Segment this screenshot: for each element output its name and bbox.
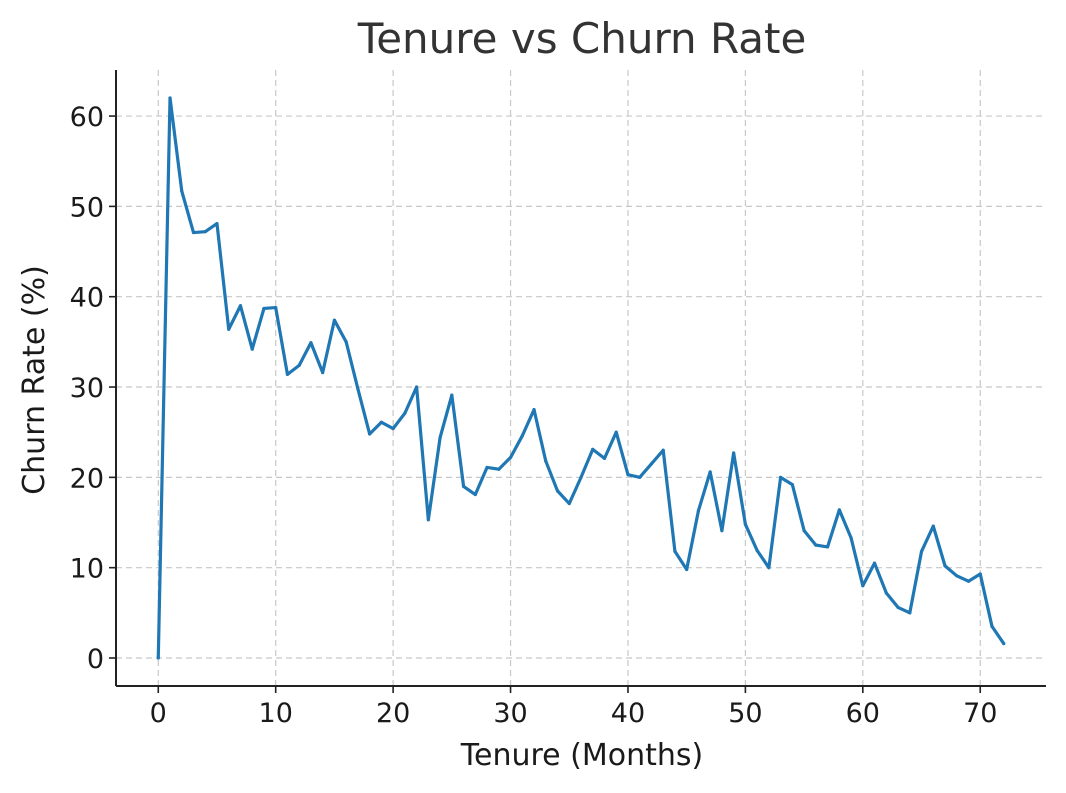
- x-tick-label-20: 20: [376, 698, 410, 729]
- data-point-40: [626, 473, 630, 477]
- data-point-68: [955, 574, 959, 578]
- data-point-6: [227, 327, 231, 331]
- data-point-51: [755, 548, 759, 553]
- data-point-65: [919, 549, 924, 554]
- data-point-57: [825, 545, 830, 549]
- data-point-45: [685, 567, 689, 572]
- data-point-42: [649, 462, 654, 466]
- data-point-52: [767, 566, 771, 570]
- data-point-0: [156, 656, 160, 660]
- data-point-13: [309, 341, 313, 345]
- data-point-12: [297, 363, 301, 367]
- data-point-56: [814, 543, 818, 547]
- data-point-9: [262, 306, 266, 311]
- data-point-54: [790, 482, 794, 487]
- y-tick-label-60: 60: [70, 102, 104, 133]
- data-point-31: [520, 434, 524, 438]
- y-tick-label-50: 50: [70, 192, 104, 223]
- y-axis-label: Churn Rate (%): [17, 265, 52, 495]
- data-point-8: [250, 347, 254, 351]
- data-point-62: [884, 591, 888, 595]
- data-point-20: [391, 426, 395, 431]
- data-point-28: [485, 465, 489, 470]
- data-point-11: [285, 372, 290, 376]
- data-point-22: [415, 385, 419, 389]
- data-point-37: [591, 447, 595, 451]
- data-point-27: [473, 492, 477, 497]
- y-tick-label-40: 40: [70, 283, 104, 314]
- y-tick-label-10: 10: [70, 554, 104, 585]
- data-point-23: [426, 518, 430, 522]
- data-point-66: [931, 524, 935, 528]
- data-point-29: [497, 467, 501, 471]
- data-point-14: [321, 370, 325, 375]
- data-point-5: [215, 221, 219, 226]
- data-point-71: [990, 624, 994, 628]
- data-point-25: [450, 393, 454, 397]
- x-axis-label: Tenure (Months): [460, 738, 703, 773]
- y-tick-label-30: 30: [70, 373, 104, 404]
- data-point-34: [555, 489, 560, 493]
- data-point-69: [966, 579, 971, 583]
- data-point-60: [861, 584, 865, 588]
- data-point-63: [896, 605, 900, 610]
- grid-lines: [116, 70, 1046, 686]
- data-point-17: [356, 387, 360, 391]
- data-point-44: [673, 549, 677, 554]
- data-point-26: [461, 484, 466, 488]
- x-tick-label-30: 30: [493, 698, 527, 729]
- y-tick-label-0: 0: [87, 644, 104, 675]
- data-point-18: [368, 432, 372, 436]
- data-point-55: [802, 529, 806, 533]
- data-point-24: [438, 436, 442, 440]
- data-point-64: [908, 611, 912, 615]
- data-point-33: [544, 459, 548, 463]
- x-tick-label-60: 60: [846, 698, 880, 729]
- data-point-61: [872, 561, 877, 565]
- series-line: [156, 96, 1006, 660]
- data-point-48: [720, 529, 724, 533]
- data-point-1: [168, 96, 172, 100]
- y-tick-label-20: 20: [70, 463, 104, 494]
- data-point-50: [743, 522, 747, 526]
- data-point-49: [732, 451, 736, 455]
- data-point-15: [332, 318, 337, 322]
- data-point-32: [532, 408, 536, 412]
- data-point-10: [274, 305, 278, 310]
- x-tick-label-70: 70: [963, 698, 997, 729]
- x-tick-label-0: 0: [150, 698, 167, 729]
- chart-title: Tenure vs Churn Rate: [357, 14, 807, 63]
- data-point-38: [602, 456, 607, 460]
- data-point-39: [614, 430, 618, 434]
- axes-spines: [115, 70, 1046, 687]
- x-axis-ticks: 0 10 20 30 40 50 60 70: [150, 686, 997, 729]
- data-point-47: [708, 470, 712, 474]
- y-axis-ticks: 0 10 20 30 40 50 60: [70, 102, 116, 675]
- data-points: [156, 96, 1006, 660]
- data-point-36: [579, 475, 583, 479]
- data-point-72: [1002, 641, 1006, 646]
- data-point-58: [837, 508, 841, 512]
- data-point-16: [344, 340, 348, 344]
- data-point-35: [567, 501, 571, 506]
- data-point-46: [696, 509, 701, 513]
- data-point-30: [508, 455, 513, 460]
- data-point-2: [180, 189, 184, 193]
- data-point-7: [238, 304, 243, 308]
- data-point-19: [379, 420, 383, 424]
- data-point-21: [403, 411, 407, 415]
- data-point-70: [978, 572, 982, 576]
- data-point-67: [943, 564, 947, 568]
- x-tick-label-10: 10: [259, 698, 293, 729]
- x-tick-label-50: 50: [728, 698, 762, 729]
- data-point-43: [661, 448, 665, 452]
- data-point-59: [849, 536, 853, 540]
- data-point-3: [191, 230, 196, 235]
- x-tick-label-40: 40: [611, 698, 645, 729]
- data-point-53: [779, 475, 783, 479]
- data-point-41: [638, 475, 642, 479]
- data-point-4: [203, 230, 207, 234]
